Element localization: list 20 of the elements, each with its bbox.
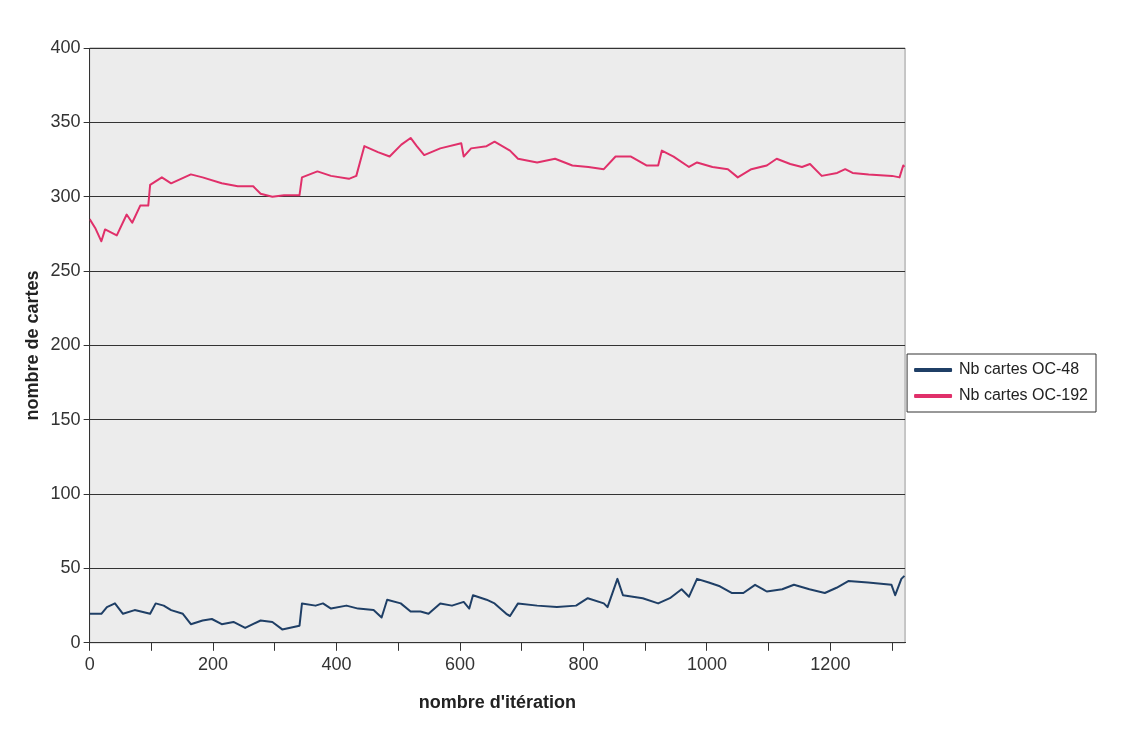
x-tick-label: 200 — [198, 653, 229, 674]
x-tick-label: 800 — [568, 653, 599, 674]
y-tick-label: 350 — [50, 111, 81, 132]
y-tick-label: 300 — [50, 185, 81, 206]
x-tick-label: 600 — [444, 653, 476, 674]
y-tick-label: 0 — [70, 631, 81, 652]
x-axis-title: nombre d'itération — [418, 692, 576, 713]
x-tick-label: 400 — [321, 653, 352, 674]
y-tick-label: 100 — [50, 483, 81, 504]
x-tick-label: 1000 — [686, 653, 727, 674]
x-tick-label: 0 — [84, 653, 95, 674]
legend-label: Nb cartes OC-192 — [959, 386, 1089, 404]
legend-label: Nb cartes OC-48 — [959, 360, 1080, 378]
y-tick-label: 50 — [60, 557, 81, 578]
y-tick-label: 200 — [50, 334, 81, 355]
y-tick-label: 400 — [50, 36, 81, 57]
y-tick-label: 150 — [50, 408, 81, 429]
x-tick-label: 1200 — [810, 653, 851, 674]
y-axis-title: nombre de cartes — [21, 270, 42, 421]
y-tick-label: 250 — [50, 260, 81, 281]
